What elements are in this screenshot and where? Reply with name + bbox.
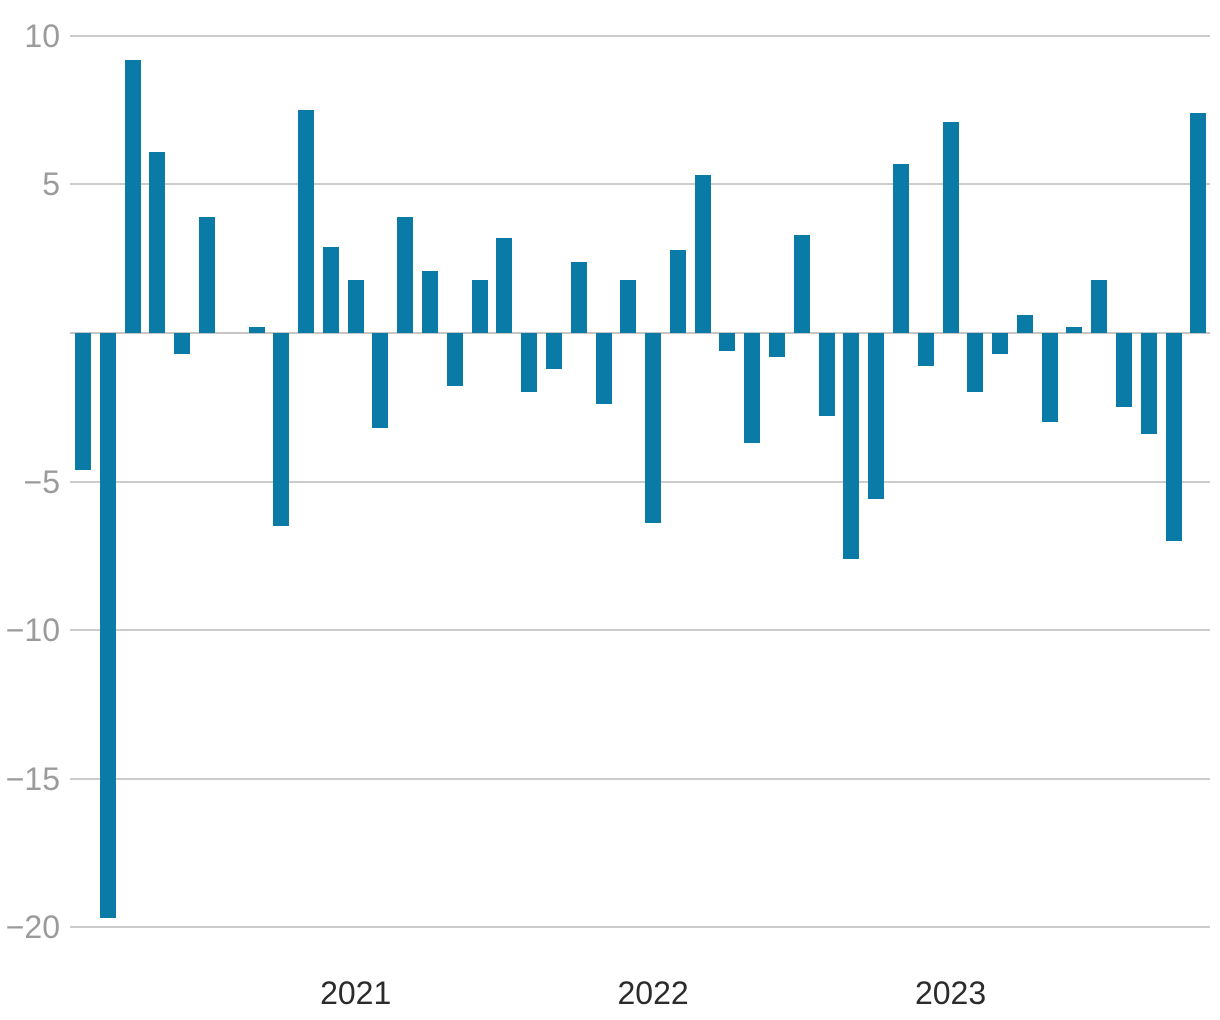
- bar: [1190, 113, 1207, 333]
- y-tick-label: 5: [42, 166, 60, 203]
- bar: [198, 217, 215, 333]
- bar: [744, 333, 761, 443]
- bar: [1140, 333, 1157, 435]
- bar: [843, 333, 860, 559]
- bar: [149, 151, 166, 333]
- zero-line: [70, 332, 1210, 334]
- bar: [1116, 333, 1133, 408]
- x-year-label: 2021: [320, 975, 392, 1011]
- bar: [298, 110, 315, 333]
- gridline: [70, 183, 1210, 186]
- bar: [75, 333, 91, 470]
- bar: [174, 333, 191, 354]
- bar: [793, 234, 810, 333]
- bar: [372, 333, 389, 429]
- bar: [347, 279, 364, 333]
- y-tick-label: −5: [23, 463, 60, 500]
- bar: [322, 246, 339, 333]
- bar: [645, 333, 662, 524]
- bar: [1016, 315, 1033, 333]
- bar: [99, 333, 116, 919]
- bar: [1091, 279, 1108, 333]
- bar: [496, 237, 513, 333]
- bar: [620, 279, 637, 333]
- bar: [273, 333, 290, 527]
- y-tick-label: −15: [5, 760, 60, 797]
- bar: [124, 59, 141, 333]
- bar: [892, 163, 909, 333]
- bar: [1041, 333, 1058, 423]
- bar: [595, 333, 612, 405]
- bar: [942, 121, 959, 333]
- bar: [1066, 327, 1083, 333]
- bar: [992, 333, 1009, 354]
- bar: [521, 333, 538, 393]
- bar: [397, 217, 414, 333]
- gridline: [70, 34, 1210, 37]
- bar: [917, 333, 934, 366]
- gridline: [70, 629, 1210, 632]
- bar: [719, 333, 736, 351]
- y-tick-label: −20: [5, 909, 60, 946]
- bar: [669, 249, 686, 333]
- bar: [570, 261, 587, 333]
- y-tick-label: 10: [24, 17, 60, 54]
- bar: [769, 333, 786, 357]
- bar: [868, 333, 885, 500]
- bar: [422, 270, 439, 333]
- bar: [967, 333, 984, 393]
- bar: [1165, 333, 1182, 542]
- x-year-label: 2022: [617, 975, 689, 1011]
- bar: [818, 333, 835, 417]
- gridline: [70, 777, 1210, 780]
- bar: [471, 279, 488, 333]
- bar: [545, 333, 562, 369]
- y-tick-label: −10: [5, 612, 60, 649]
- bar: [446, 333, 463, 387]
- x-year-label: 2023: [914, 975, 987, 1011]
- gridline: [70, 926, 1210, 929]
- bar: [694, 175, 711, 333]
- gridline: [70, 480, 1210, 483]
- bar: [248, 327, 265, 333]
